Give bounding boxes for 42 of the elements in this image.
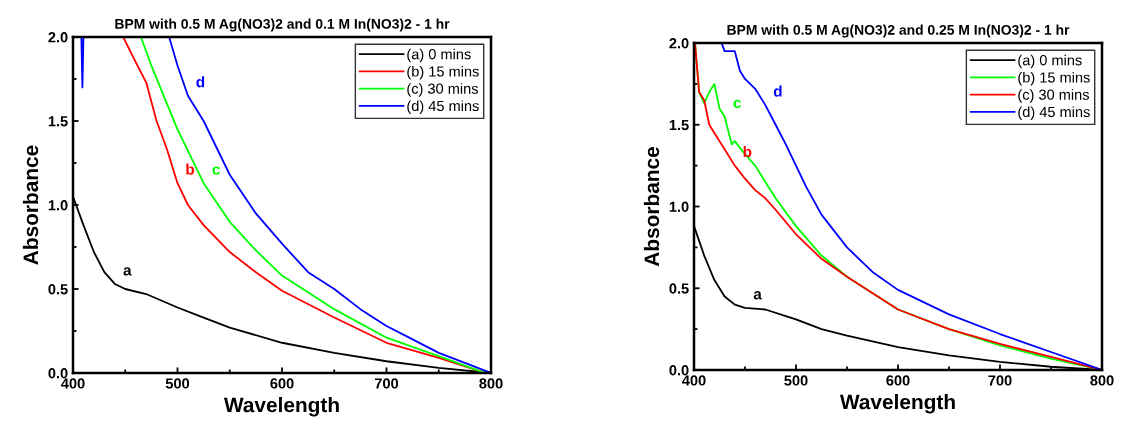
- y-axis-title: Absorbance: [22, 145, 39, 265]
- x-axis-title: Wavelength: [839, 394, 955, 414]
- annotation: a: [123, 267, 132, 276]
- x-tick-label: 800: [1090, 375, 1114, 386]
- legend-label: (a) 0 mins: [1018, 54, 1082, 69]
- legend-label: (d) 45 mins: [407, 100, 479, 114]
- legend-label: (c) 30 mins: [1018, 89, 1089, 103]
- y-tick-label: 1.0: [48, 200, 68, 211]
- chart-title: BPM with 0.5 M Ag(NO3)2 and 0.25 M In(NO3)2 - 1 hr: [727, 24, 1070, 38]
- y-tick-label: 1.5: [48, 116, 68, 127]
- x-axis-title: Wavelength: [223, 397, 339, 417]
- legend-label: (b) 15 mins: [1018, 71, 1090, 86]
- y-tick-label: 1.0: [669, 201, 689, 212]
- y-tick-label: 2.0: [669, 38, 689, 49]
- annotation: b: [743, 146, 752, 158]
- y-tick-label: 2.0: [48, 32, 68, 43]
- annotation: d: [196, 76, 205, 88]
- x-tick-label: 400: [61, 378, 85, 389]
- annotation: c: [212, 166, 220, 175]
- y-tick-label: 0.0: [669, 365, 689, 376]
- annotation: a: [753, 291, 762, 300]
- x-tick-label: 800: [479, 378, 503, 389]
- legend-label: (c) 30 mins: [407, 83, 478, 97]
- y-tick-label: 0.0: [48, 368, 68, 379]
- annotation: c: [733, 99, 741, 109]
- y-tick-label: 0.5: [48, 284, 68, 295]
- annotation: d: [773, 85, 782, 97]
- y-tick-label: 0.5: [669, 283, 689, 294]
- legend-label: (d) 45 mins: [1018, 106, 1090, 120]
- x-tick-label: 600: [886, 375, 910, 386]
- y-axis-title: Absorbance: [643, 147, 660, 267]
- x-tick-label: 500: [165, 378, 190, 389]
- x-tick-label: 700: [374, 378, 399, 389]
- x-tick-label: 600: [270, 378, 294, 389]
- x-tick-label: 700: [988, 375, 1012, 386]
- chart-title: BPM with 0.5 M Ag(NO3)2 and 0.1 M In(NO3)2 - 1 hr: [115, 18, 450, 32]
- legend-label: (a) 0 mins: [407, 48, 471, 63]
- annotation: b: [186, 163, 195, 175]
- x-tick-label: 400: [682, 375, 706, 386]
- x-tick-label: 500: [784, 375, 808, 386]
- legend-label: (b) 15 mins: [407, 65, 479, 80]
- y-tick-label: 1.5: [669, 120, 689, 131]
